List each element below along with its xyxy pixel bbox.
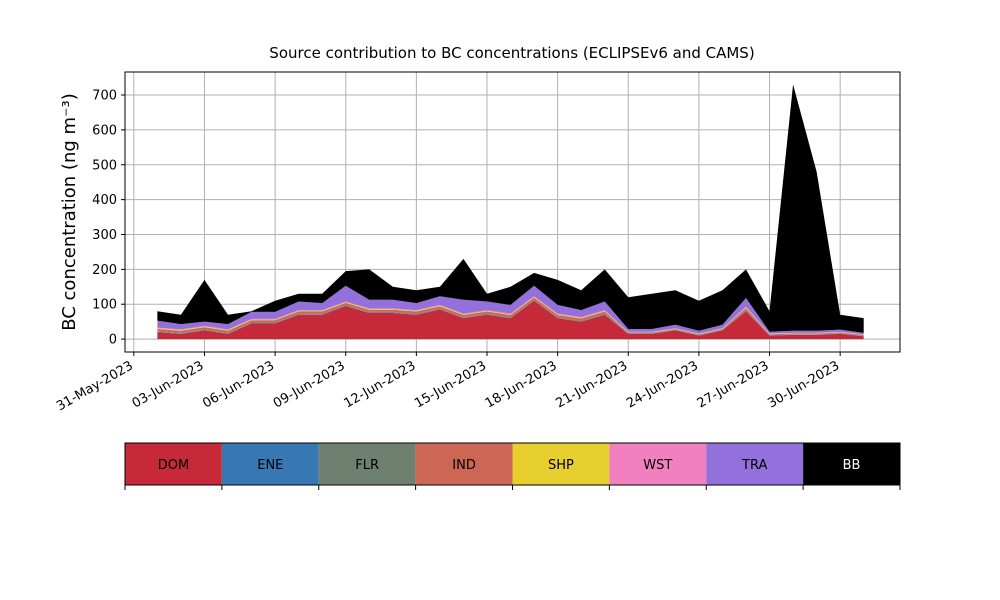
x-tick-label: 12-Jun-2023 [342,358,419,411]
y-tick-label: 700 [92,89,117,104]
legend-swatch [318,443,416,485]
area [157,296,864,335]
x-tick-label: 27-Jun-2023 [695,358,772,411]
y-tick-label: 100 [92,298,117,313]
chart-title: Source contribution to BC concentrations… [269,44,754,62]
x-tick-label: 30-Jun-2023 [765,358,842,411]
x-tick-label: 18-Jun-2023 [483,358,560,411]
legend-label: DOM [158,458,189,473]
legend-label: FLR [355,458,379,473]
x-tick-label: 31-May-2023 [54,358,136,414]
x-tick-label: 24-Jun-2023 [624,358,701,411]
y-tick-label: 500 [92,158,117,173]
legend-swatch [706,443,804,485]
legend-label: ENE [257,458,283,473]
y-tick-label: 200 [92,263,117,278]
legend-label: WST [643,458,672,473]
legend-swatch [125,443,222,485]
y-tick-label: 600 [92,123,117,138]
y-axis-label: BC concentration (ng m⁻³) [59,93,80,331]
y-tick-label: 400 [92,193,117,208]
legend-swatch [221,443,319,485]
x-tick-label: 06-Jun-2023 [200,358,277,411]
area [157,300,864,340]
legend-swatch [803,443,900,485]
legend-frame [124,442,901,486]
legend-label: SHP [548,458,574,473]
legend-swatch [512,443,610,485]
x-tick-label: 15-Jun-2023 [412,358,489,411]
legend-swatch [609,443,707,485]
x-tick-label: 21-Jun-2023 [553,358,630,411]
legend-swatch [415,443,513,485]
legend-label: BB [843,458,861,473]
plot-frame [124,71,901,353]
y-tick-label: 0 [109,333,117,348]
x-tick-label: 09-Jun-2023 [271,358,348,411]
area [157,299,864,336]
area [157,84,864,333]
area [157,285,864,335]
x-tick-label: 03-Jun-2023 [130,358,207,411]
legend-label: IND [452,458,476,473]
legend-label: TRA [741,458,767,473]
y-tick-label: 300 [92,228,117,243]
area [157,297,864,336]
